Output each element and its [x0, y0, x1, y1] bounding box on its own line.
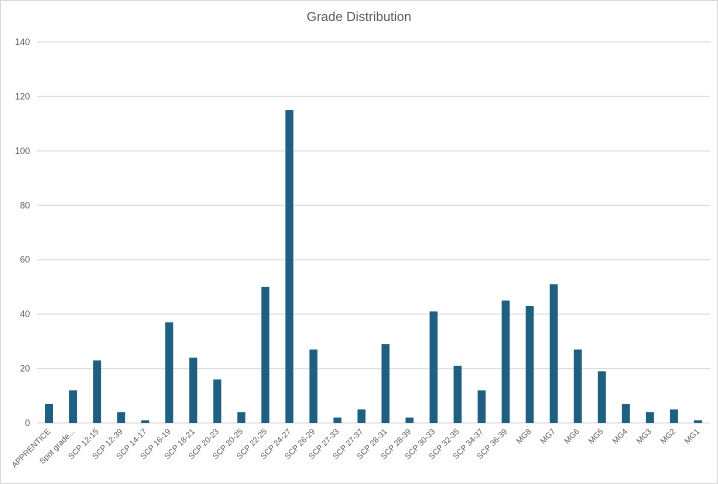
y-tick-label: 40	[20, 309, 30, 319]
y-tick-label: 140	[15, 37, 30, 47]
x-tick-label: MG5	[587, 427, 606, 446]
y-tick-label: 0	[25, 418, 30, 428]
bar	[669, 409, 678, 423]
y-tick-label: 20	[20, 364, 30, 374]
x-tick-label: MG4	[611, 427, 630, 446]
bar	[693, 420, 702, 423]
x-tick-label: MG6	[563, 427, 582, 446]
y-tick-label: 100	[15, 146, 30, 156]
bar	[261, 286, 270, 423]
bar	[429, 311, 438, 423]
x-tick-label: MG8	[515, 427, 534, 446]
bar	[645, 412, 654, 423]
bar	[189, 357, 198, 423]
y-tick-label: 80	[20, 200, 30, 210]
y-tick-label: 120	[15, 91, 30, 101]
bar	[285, 110, 294, 424]
bar	[69, 390, 78, 423]
bar	[213, 379, 222, 423]
bar	[357, 409, 366, 423]
bar	[477, 390, 486, 423]
bar	[117, 412, 126, 423]
bar	[525, 305, 534, 423]
bar	[45, 403, 54, 423]
x-tick-label: MG7	[539, 427, 558, 446]
x-tick-label: MG1	[683, 427, 702, 446]
bar	[621, 403, 630, 423]
bar	[93, 360, 102, 423]
bar	[453, 365, 462, 423]
chart-title: Grade Distribution	[306, 9, 412, 24]
bar	[141, 420, 150, 423]
y-tick-label: 60	[20, 255, 30, 265]
bar	[501, 300, 510, 423]
bar	[333, 417, 342, 423]
bar	[405, 417, 414, 423]
bar	[237, 412, 246, 423]
bar	[381, 344, 390, 423]
x-tick-label: MG2	[659, 427, 678, 446]
bar	[165, 322, 174, 423]
bar	[309, 349, 318, 423]
bar	[549, 284, 558, 423]
x-tick-label: MG3	[635, 427, 654, 446]
bar	[597, 371, 606, 423]
bar	[573, 349, 582, 423]
